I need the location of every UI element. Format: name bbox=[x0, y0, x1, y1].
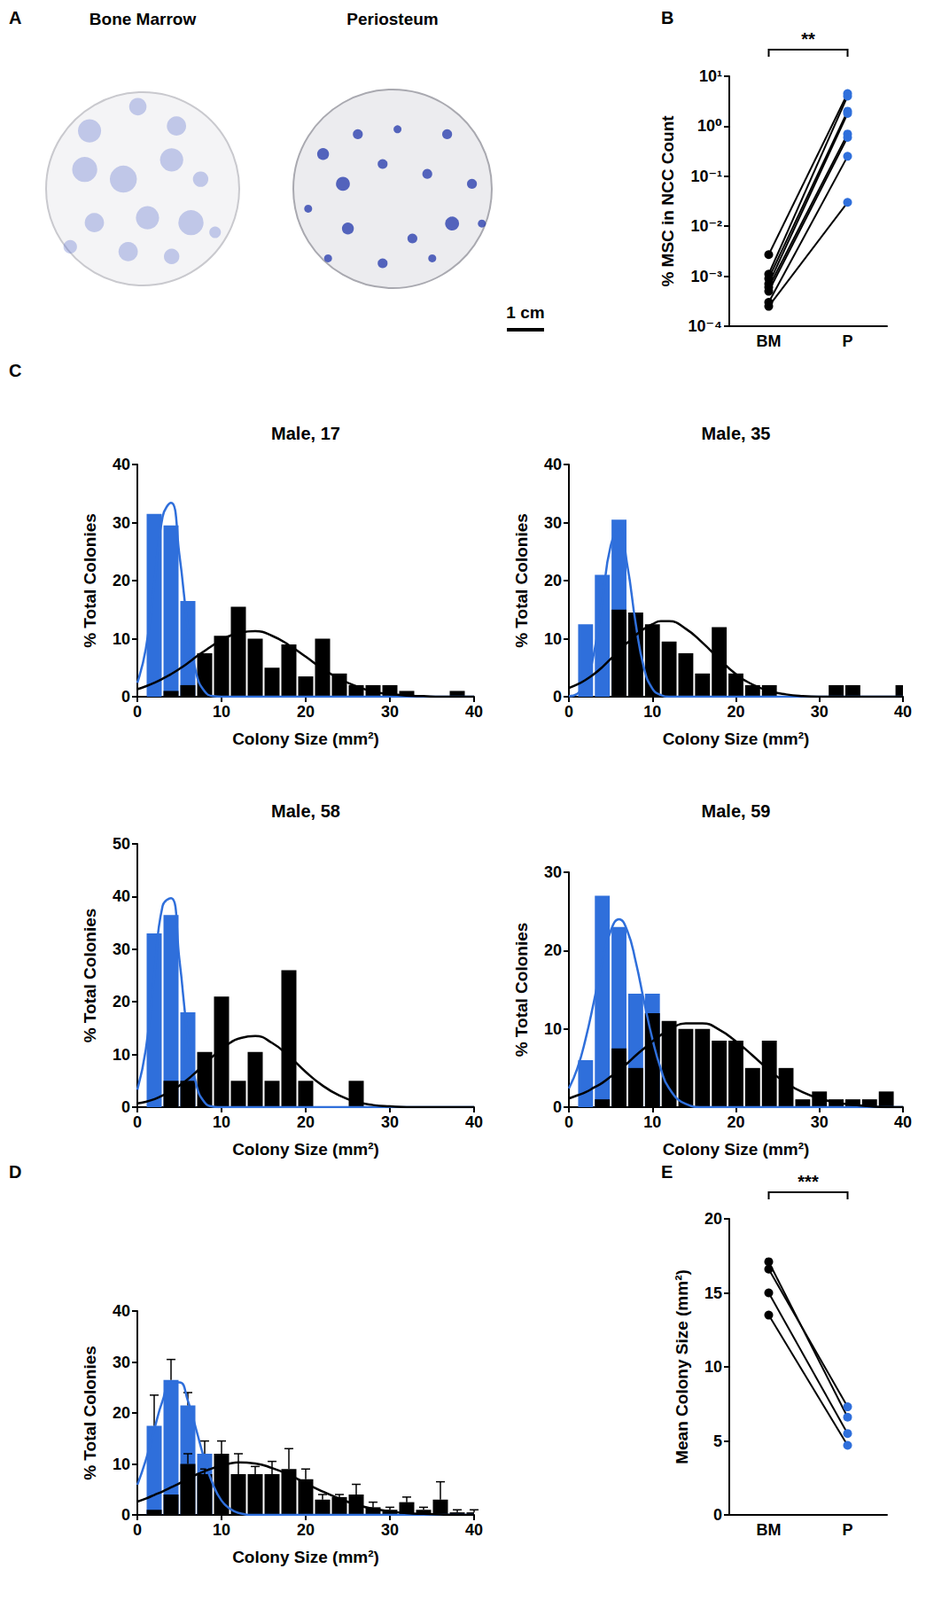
svg-text:10: 10 bbox=[112, 1455, 131, 1473]
svg-text:40: 40 bbox=[112, 887, 131, 905]
svg-text:10⁻¹: 10⁻¹ bbox=[690, 167, 723, 186]
svg-text:40: 40 bbox=[112, 455, 131, 474]
svg-text:30: 30 bbox=[112, 513, 131, 532]
svg-text:10⁰: 10⁰ bbox=[697, 116, 723, 135]
svg-text:E: E bbox=[661, 1161, 673, 1182]
svg-text:10: 10 bbox=[704, 1357, 723, 1376]
svg-text:D: D bbox=[8, 1161, 22, 1182]
svg-text:20: 20 bbox=[112, 1403, 131, 1422]
svg-text:10: 10 bbox=[112, 630, 131, 648]
svg-text:10: 10 bbox=[212, 1520, 231, 1539]
svg-text:Colony Size (mm²): Colony Size (mm²) bbox=[662, 729, 810, 748]
svg-text:10¹: 10¹ bbox=[699, 67, 723, 86]
svg-text:10: 10 bbox=[212, 1112, 231, 1131]
svg-text:30: 30 bbox=[112, 940, 131, 958]
svg-text:10⁻³: 10⁻³ bbox=[690, 267, 723, 286]
svg-text:**: ** bbox=[801, 29, 816, 49]
svg-text:10: 10 bbox=[544, 630, 562, 648]
svg-text:30: 30 bbox=[544, 863, 562, 881]
svg-text:% Total Colonies: % Total Colonies bbox=[512, 922, 531, 1058]
svg-text:0: 0 bbox=[552, 1097, 562, 1116]
svg-text:Mean Colony Size (mm²): Mean Colony Size (mm²) bbox=[672, 1268, 692, 1464]
svg-text:20: 20 bbox=[704, 1209, 723, 1228]
svg-text:0: 0 bbox=[132, 1112, 142, 1131]
svg-text:1 cm: 1 cm bbox=[505, 303, 545, 322]
svg-text:30: 30 bbox=[112, 1353, 131, 1371]
svg-text:10: 10 bbox=[544, 1019, 562, 1038]
svg-text:P: P bbox=[841, 1520, 853, 1539]
svg-text:40: 40 bbox=[544, 455, 562, 474]
svg-text:40: 40 bbox=[112, 1301, 131, 1320]
svg-text:% Total Colonies: % Total Colonies bbox=[80, 1345, 100, 1480]
svg-text:30: 30 bbox=[810, 1112, 829, 1131]
svg-text:***: *** bbox=[797, 1171, 819, 1191]
svg-text:10⁻²: 10⁻² bbox=[690, 217, 723, 235]
svg-text:BM: BM bbox=[756, 1520, 782, 1539]
svg-text:0: 0 bbox=[132, 1520, 142, 1539]
svg-text:Colony Size (mm²): Colony Size (mm²) bbox=[232, 729, 380, 748]
svg-text:15: 15 bbox=[704, 1283, 723, 1302]
svg-text:30: 30 bbox=[544, 513, 562, 532]
svg-text:40: 40 bbox=[894, 702, 912, 721]
svg-text:Colony Size (mm²): Colony Size (mm²) bbox=[662, 1139, 810, 1159]
svg-text:0: 0 bbox=[552, 687, 562, 706]
svg-text:5: 5 bbox=[713, 1431, 723, 1450]
svg-text:20: 20 bbox=[112, 992, 131, 1011]
svg-text:10: 10 bbox=[643, 1112, 662, 1131]
svg-text:40: 40 bbox=[465, 702, 483, 721]
svg-text:20: 20 bbox=[296, 1520, 315, 1539]
svg-text:Colony Size (mm²): Colony Size (mm²) bbox=[232, 1547, 380, 1566]
svg-text:% Total Colonies: % Total Colonies bbox=[512, 513, 531, 648]
svg-text:0: 0 bbox=[121, 1505, 131, 1524]
svg-text:10: 10 bbox=[643, 702, 662, 721]
svg-text:40: 40 bbox=[465, 1520, 483, 1539]
svg-text:0: 0 bbox=[121, 1097, 131, 1116]
svg-text:B: B bbox=[661, 7, 674, 28]
svg-text:10: 10 bbox=[112, 1045, 131, 1064]
svg-text:20: 20 bbox=[544, 571, 562, 590]
svg-text:Bone Marrow: Bone Marrow bbox=[89, 9, 197, 29]
svg-text:Periosteum: Periosteum bbox=[346, 9, 438, 29]
svg-text:20: 20 bbox=[296, 1112, 315, 1131]
svg-text:20: 20 bbox=[726, 1112, 745, 1131]
svg-text:% MSC in NCC Count: % MSC in NCC Count bbox=[658, 115, 677, 288]
svg-text:30: 30 bbox=[381, 702, 399, 721]
svg-text:0: 0 bbox=[132, 702, 142, 721]
svg-text:BM: BM bbox=[756, 332, 782, 351]
svg-text:% Total Colonies: % Total Colonies bbox=[80, 908, 100, 1043]
svg-text:40: 40 bbox=[894, 1112, 912, 1131]
svg-text:0: 0 bbox=[713, 1505, 723, 1524]
svg-text:Male, 59: Male, 59 bbox=[701, 801, 771, 821]
svg-text:30: 30 bbox=[381, 1520, 399, 1539]
svg-text:Male, 58: Male, 58 bbox=[271, 801, 341, 821]
svg-text:30: 30 bbox=[810, 702, 829, 721]
svg-text:P: P bbox=[841, 332, 853, 351]
svg-text:40: 40 bbox=[465, 1112, 483, 1131]
svg-text:C: C bbox=[8, 360, 22, 381]
svg-text:20: 20 bbox=[544, 941, 562, 959]
svg-text:0: 0 bbox=[564, 702, 574, 721]
svg-text:30: 30 bbox=[381, 1112, 399, 1131]
svg-text:50: 50 bbox=[112, 834, 131, 853]
svg-text:20: 20 bbox=[112, 571, 131, 590]
svg-text:20: 20 bbox=[726, 702, 745, 721]
svg-text:A: A bbox=[8, 7, 22, 28]
svg-text:10: 10 bbox=[212, 702, 231, 721]
svg-text:20: 20 bbox=[296, 702, 315, 721]
svg-text:Colony Size (mm²): Colony Size (mm²) bbox=[232, 1139, 380, 1159]
svg-text:10⁻⁴: 10⁻⁴ bbox=[688, 317, 723, 335]
svg-text:% Total Colonies: % Total Colonies bbox=[80, 513, 100, 648]
svg-text:0: 0 bbox=[121, 687, 131, 706]
svg-text:0: 0 bbox=[564, 1112, 574, 1131]
svg-text:Male, 35: Male, 35 bbox=[701, 423, 771, 444]
svg-text:Male, 17: Male, 17 bbox=[271, 423, 341, 444]
